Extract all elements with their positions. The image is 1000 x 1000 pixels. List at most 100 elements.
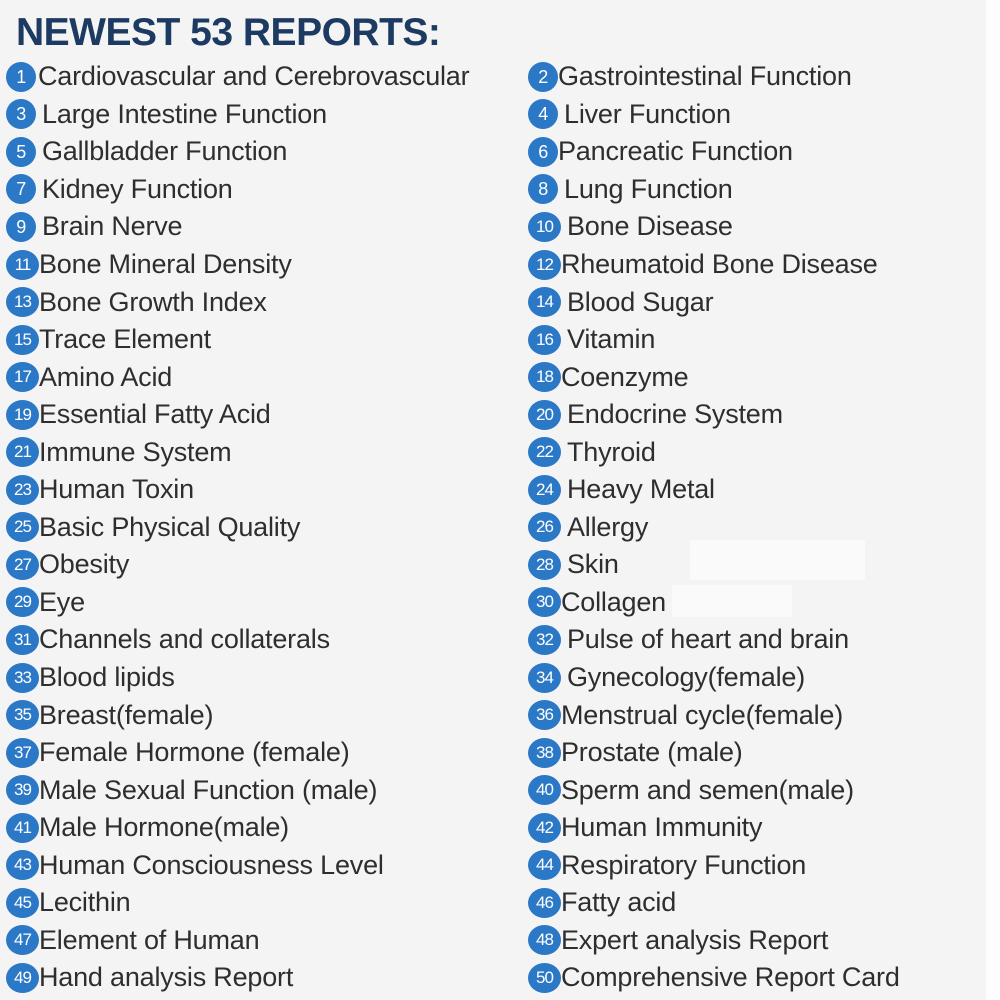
report-number-badge: 32 [528, 624, 561, 655]
report-row[interactable]: 16 Vitamin [528, 321, 1000, 359]
report-row[interactable]: 39 Male Sexual Function (male) [6, 771, 526, 809]
report-label: Bone Disease [567, 211, 733, 242]
report-row[interactable]: 5 Gallbladder Function [6, 133, 526, 171]
report-number-badge: 16 [528, 324, 561, 355]
report-label: Element of Human [39, 924, 260, 955]
report-label: Allergy [567, 511, 649, 542]
report-number-badge: 26 [528, 512, 561, 543]
report-label: Coenzyme [561, 361, 689, 392]
report-number-badge: 6 [528, 136, 558, 167]
report-row[interactable]: 6 Pancreatic Function [528, 133, 1000, 171]
report-row[interactable]: 11 Bone Mineral Density [6, 246, 526, 284]
report-number-badge: 8 [528, 174, 558, 205]
report-number-badge: 3 [6, 99, 36, 130]
page-title: NEWEST 53 REPORTS: [16, 11, 441, 54]
reports-column-odd: 1 Cardiovascular and Cerebrovascular 3 Larg… [6, 58, 526, 997]
report-row[interactable]: 2 Gastrointestinal Function [528, 58, 1000, 96]
report-number-badge: 30 [528, 587, 561, 618]
report-row[interactable]: 9 Brain Nerve [6, 208, 526, 246]
report-row[interactable]: 4 Liver Function [528, 96, 1000, 134]
report-row[interactable]: 28 Skin [528, 546, 1000, 584]
report-number-badge: 43 [6, 850, 39, 881]
report-row[interactable]: 1 Cardiovascular and Cerebrovascular [6, 58, 526, 96]
report-number-badge: 44 [528, 850, 561, 881]
report-row[interactable]: 29 Eye [6, 584, 526, 622]
report-row[interactable]: 21 Immune System [6, 433, 526, 471]
report-label: Pulse of heart and brain [567, 624, 849, 655]
report-number-badge: 46 [528, 887, 561, 918]
report-row[interactable]: 44 Respiratory Function [528, 846, 1000, 884]
report-label: Fatty acid [561, 887, 677, 918]
report-row[interactable]: 26 Allergy [528, 509, 1000, 547]
report-label: Heavy Metal [567, 474, 715, 505]
report-row[interactable]: 20 Endocrine System [528, 396, 1000, 434]
report-row[interactable]: 22 Thyroid [528, 433, 1000, 471]
report-row[interactable]: 41 Male Hormone(male) [6, 809, 526, 847]
report-row[interactable]: 48 Expert analysis Report [528, 922, 1000, 960]
report-label: Liver Function [564, 98, 731, 129]
report-row[interactable]: 7 Kidney Function [6, 171, 526, 209]
report-row[interactable]: 43 Human Consciousness Level [6, 846, 526, 884]
report-row[interactable]: 3 Large Intestine Function [6, 96, 526, 134]
report-row[interactable]: 24 Heavy Metal [528, 471, 1000, 509]
report-row[interactable]: 8 Lung Function [528, 171, 1000, 209]
report-number-badge: 48 [528, 925, 561, 956]
report-number-badge: 4 [528, 99, 558, 130]
report-number-badge: 7 [6, 174, 36, 205]
report-label: Brain Nerve [42, 211, 183, 242]
report-row[interactable]: 47 Element of Human [6, 922, 526, 960]
report-row[interactable]: 23 Human Toxin [6, 471, 526, 509]
report-number-badge: 2 [528, 61, 558, 92]
report-row[interactable]: 36 Menstrual cycle(female) [528, 696, 1000, 734]
report-row[interactable]: 33 Blood lipids [6, 659, 526, 697]
report-row[interactable]: 12 Rheumatoid Bone Disease [528, 246, 1000, 284]
report-row[interactable]: 50 Comprehensive Report Card [528, 959, 1000, 997]
report-row[interactable]: 38 Prostate (male) [528, 734, 1000, 772]
report-row[interactable]: 18 Coenzyme [528, 358, 1000, 396]
report-row[interactable]: 46 Fatty acid [528, 884, 1000, 922]
report-label: Human Immunity [561, 812, 763, 843]
report-label: Gynecology(female) [567, 662, 806, 693]
report-number-badge: 25 [6, 512, 39, 543]
report-row[interactable]: 10 Bone Disease [528, 208, 1000, 246]
report-label: Pancreatic Function [558, 136, 793, 167]
report-number-badge: 22 [528, 437, 561, 468]
report-label: Lecithin [39, 887, 131, 918]
report-row[interactable]: 27 Obesity [6, 546, 526, 584]
report-label: Blood Sugar [567, 286, 714, 317]
report-label: Immune System [39, 436, 232, 467]
report-row[interactable]: 13 Bone Growth Index [6, 283, 526, 321]
report-label: Gallbladder Function [42, 136, 288, 167]
report-label: Comprehensive Report Card [561, 962, 900, 993]
report-number-badge: 34 [528, 662, 561, 693]
report-row[interactable]: 19 Essential Fatty Acid [6, 396, 526, 434]
report-label: Female Hormone (female) [39, 737, 350, 768]
report-row[interactable]: 15 Trace Element [6, 321, 526, 359]
report-label: Vitamin [567, 324, 656, 355]
report-row[interactable]: 34 Gynecology(female) [528, 659, 1000, 697]
report-row[interactable]: 42 Human Immunity [528, 809, 1000, 847]
report-number-badge: 47 [6, 925, 39, 956]
report-number-badge: 19 [6, 399, 39, 430]
report-number-badge: 5 [6, 136, 36, 167]
report-row[interactable]: 25 Basic Physical Quality [6, 509, 526, 547]
report-row[interactable]: 35 Breast(female) [6, 696, 526, 734]
report-number-badge: 29 [6, 587, 39, 618]
report-row[interactable]: 49 Hand analysis Report [6, 959, 526, 997]
report-label: Thyroid [567, 436, 656, 467]
report-label: Rheumatoid Bone Disease [561, 249, 878, 279]
report-label: Bone Growth Index [39, 286, 267, 317]
report-row[interactable]: 45 Lecithin [6, 884, 526, 922]
report-row[interactable]: 40 Sperm and semen(male) [528, 771, 1000, 809]
report-row[interactable]: 14 Blood Sugar [528, 283, 1000, 321]
report-number-badge: 49 [6, 962, 39, 993]
report-number-badge: 23 [6, 474, 39, 505]
report-number-badge: 10 [528, 211, 561, 242]
report-row[interactable]: 31 Channels and collaterals [6, 621, 526, 659]
report-label: Expert analysis Report [561, 924, 829, 955]
report-row[interactable]: 30 Collagen [528, 584, 1000, 622]
report-row[interactable]: 17 Amino Acid [6, 358, 526, 396]
report-row[interactable]: 32 Pulse of heart and brain [528, 621, 1000, 659]
report-row[interactable]: 37 Female Hormone (female) [6, 734, 526, 772]
